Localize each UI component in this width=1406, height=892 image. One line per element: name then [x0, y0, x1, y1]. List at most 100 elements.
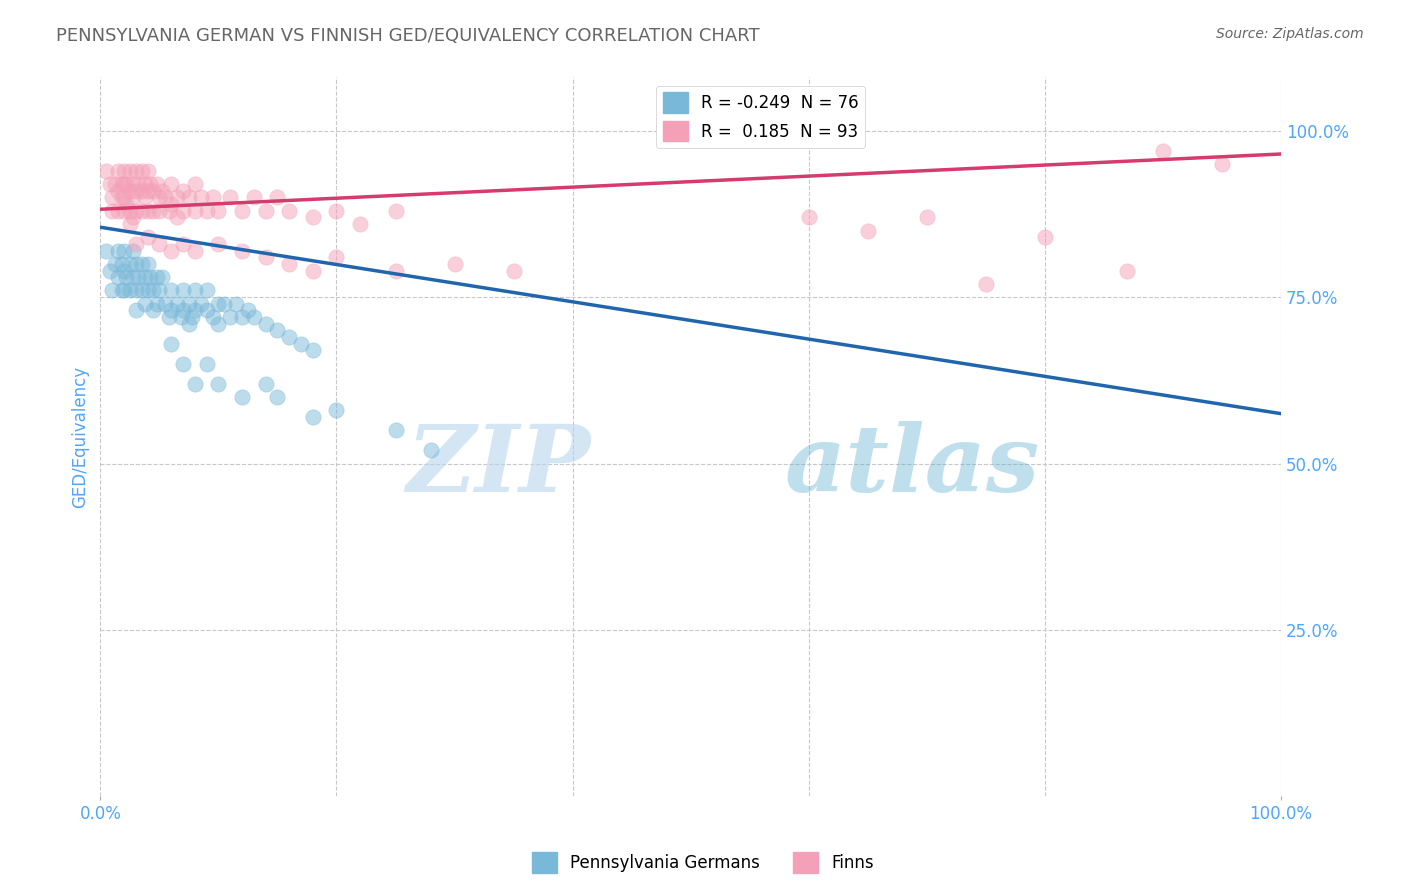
Point	[214, 297, 236, 311]
Point	[160, 284, 183, 298]
Point	[184, 203, 207, 218]
Point	[112, 203, 135, 218]
Point	[254, 376, 277, 391]
Point	[96, 163, 118, 178]
Point	[148, 284, 170, 298]
Point	[142, 184, 165, 198]
Point	[115, 270, 138, 285]
Point	[172, 236, 194, 251]
Point	[177, 317, 200, 331]
Point	[207, 317, 229, 331]
Point	[107, 184, 129, 198]
Point	[266, 390, 288, 404]
Point	[112, 244, 135, 258]
Point	[266, 190, 288, 204]
Point	[122, 211, 145, 225]
Point	[231, 203, 253, 218]
Point	[195, 203, 218, 218]
Text: PENNSYLVANIA GERMAN VS FINNISH GED/EQUIVALENCY CORRELATION CHART: PENNSYLVANIA GERMAN VS FINNISH GED/EQUIV…	[56, 27, 759, 45]
Point	[254, 203, 277, 218]
Point	[118, 284, 141, 298]
Point	[134, 270, 156, 285]
Point	[107, 244, 129, 258]
Point	[112, 190, 135, 204]
Point	[131, 257, 153, 271]
Point	[134, 297, 156, 311]
Point	[181, 310, 204, 325]
Point	[177, 297, 200, 311]
Point	[325, 250, 347, 264]
Point	[1033, 230, 1056, 244]
Point	[131, 184, 153, 198]
Point	[797, 211, 820, 225]
Point	[131, 163, 153, 178]
Point	[302, 409, 325, 424]
Point	[502, 263, 524, 277]
Point	[136, 284, 159, 298]
Point	[1152, 144, 1174, 158]
Point	[278, 330, 301, 344]
Point	[155, 297, 177, 311]
Point	[98, 263, 121, 277]
Point	[443, 257, 465, 271]
Point	[254, 317, 277, 331]
Point	[160, 303, 183, 318]
Point	[112, 263, 135, 277]
Point	[325, 403, 347, 417]
Point	[172, 184, 194, 198]
Point	[157, 203, 180, 218]
Point	[195, 284, 218, 298]
Point	[107, 203, 129, 218]
Point	[125, 257, 148, 271]
Text: ZIP: ZIP	[406, 421, 591, 511]
Point	[139, 177, 162, 191]
Point	[122, 244, 145, 258]
Point	[127, 270, 149, 285]
Point	[290, 336, 312, 351]
Point	[974, 277, 997, 291]
Point	[125, 284, 148, 298]
Point	[207, 376, 229, 391]
Point	[125, 184, 148, 198]
Point	[96, 244, 118, 258]
Point	[302, 263, 325, 277]
Point	[112, 284, 135, 298]
Point	[127, 177, 149, 191]
Point	[219, 190, 242, 204]
Point	[231, 244, 253, 258]
Point	[166, 297, 188, 311]
Point	[150, 270, 173, 285]
Point	[139, 270, 162, 285]
Point	[142, 284, 165, 298]
Point	[201, 310, 224, 325]
Point	[98, 177, 121, 191]
Point	[184, 177, 207, 191]
Point	[110, 284, 132, 298]
Point	[112, 163, 135, 178]
Point	[142, 203, 165, 218]
Point	[125, 163, 148, 178]
Legend: R = -0.249  N = 76, R =  0.185  N = 93: R = -0.249 N = 76, R = 0.185 N = 93	[657, 86, 865, 148]
Point	[101, 190, 124, 204]
Point	[219, 310, 242, 325]
Point	[207, 203, 229, 218]
Point	[155, 190, 177, 204]
Y-axis label: GED/Equivalency: GED/Equivalency	[72, 366, 89, 508]
Point	[136, 203, 159, 218]
Point	[131, 284, 153, 298]
Point	[266, 323, 288, 337]
Point	[278, 257, 301, 271]
Point	[146, 177, 169, 191]
Point	[142, 303, 165, 318]
Point	[157, 310, 180, 325]
Point	[349, 217, 371, 231]
Point	[136, 257, 159, 271]
Point	[166, 190, 188, 204]
Point	[160, 197, 183, 211]
Point	[160, 336, 183, 351]
Point	[184, 244, 207, 258]
Point	[302, 211, 325, 225]
Point	[207, 297, 229, 311]
Point	[148, 236, 170, 251]
Point	[166, 211, 188, 225]
